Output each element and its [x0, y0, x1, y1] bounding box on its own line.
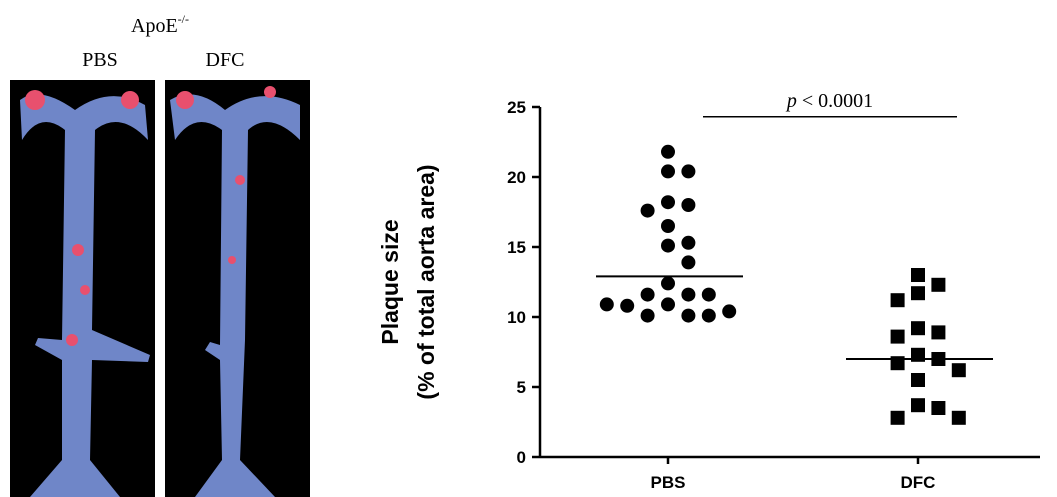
y-tick-label: 10	[507, 308, 526, 327]
y-axis-title: Plaque size	[377, 219, 403, 344]
point	[681, 308, 696, 323]
aorta-image	[165, 80, 310, 497]
point	[681, 164, 696, 179]
x-tick-label: PBS	[651, 473, 686, 492]
point	[661, 238, 675, 253]
y-tick-label: 20	[507, 168, 526, 187]
y-tick-label: 5	[517, 378, 526, 397]
point	[951, 410, 966, 425]
point	[640, 308, 655, 323]
point	[890, 293, 905, 308]
point	[640, 287, 655, 302]
point	[911, 398, 925, 413]
point	[661, 195, 675, 210]
point	[701, 287, 716, 302]
point	[661, 164, 675, 179]
point	[681, 287, 696, 302]
point	[681, 198, 696, 212]
strain-label: ApoE-/-	[131, 12, 189, 37]
strain: ApoE	[131, 15, 178, 37]
point	[640, 203, 655, 218]
point	[701, 308, 716, 323]
image-label: PBS	[82, 49, 118, 71]
p-symbol: p	[785, 90, 797, 112]
point	[681, 255, 696, 270]
p-value: p < 0.0001	[785, 90, 873, 112]
point	[911, 321, 925, 336]
image-label: DFC	[206, 49, 245, 71]
chart: 0 5 10 15 20 25 Plaque size (% of total aorta a…	[377, 90, 1040, 492]
point	[951, 363, 966, 378]
y-tick-label: 0	[517, 448, 526, 467]
point	[661, 297, 675, 312]
point	[931, 401, 946, 415]
point	[599, 297, 614, 312]
point	[620, 298, 635, 313]
point	[911, 286, 925, 301]
aorta-image	[10, 80, 155, 497]
point	[890, 410, 905, 425]
x-tick-label: DFC	[901, 473, 936, 492]
point	[661, 144, 675, 159]
point	[911, 373, 925, 387]
point	[931, 325, 946, 340]
point	[911, 268, 925, 282]
point	[931, 277, 946, 292]
y-axis-title: (% of total aorta area)	[413, 164, 439, 399]
point	[890, 329, 905, 344]
y-tick-label: 25	[507, 98, 526, 117]
point	[722, 304, 737, 319]
point	[681, 235, 696, 250]
y-tick-label: 15	[507, 238, 526, 257]
p-text: < 0.0001	[802, 90, 873, 112]
point	[661, 219, 675, 233]
point	[661, 276, 675, 291]
genotype: -/-	[178, 12, 189, 26]
